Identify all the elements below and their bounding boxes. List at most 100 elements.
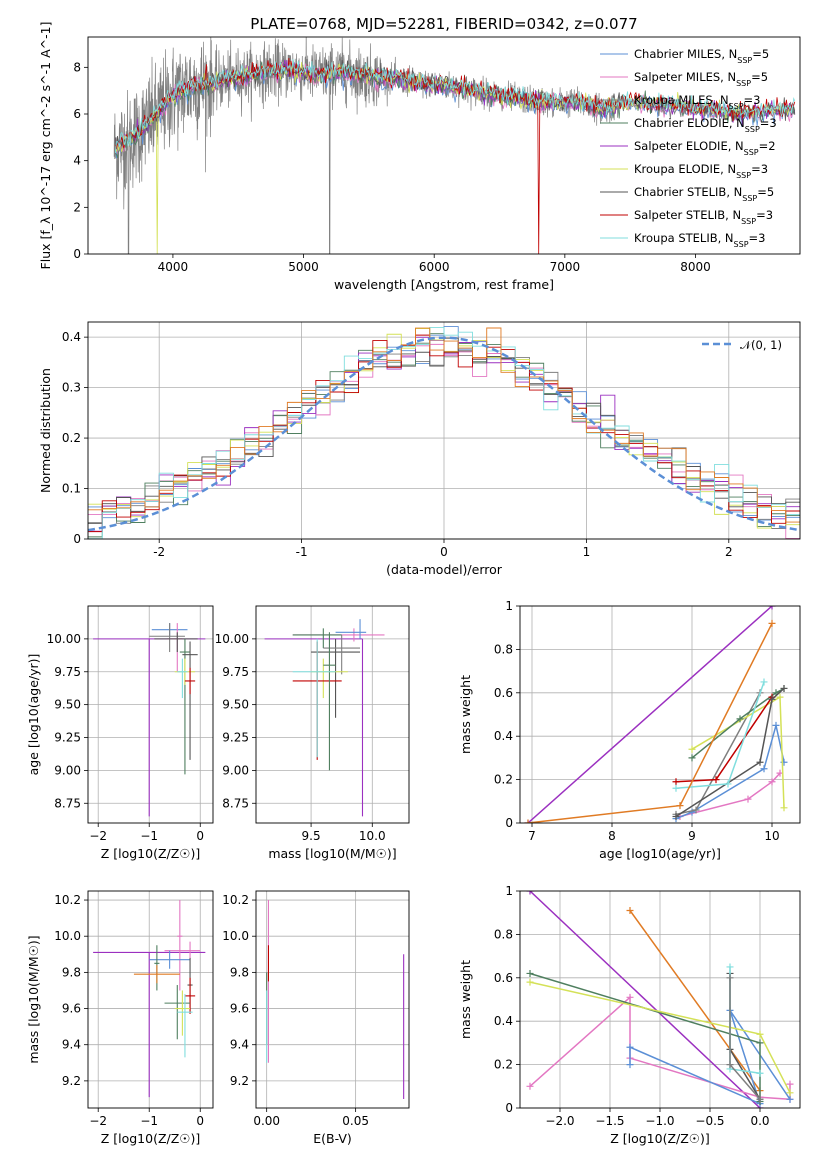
x-tick-label: −1.5 <box>595 1114 624 1128</box>
y-tick-label: 0.8 <box>494 927 513 941</box>
series-line <box>675 687 785 818</box>
data-point <box>756 1069 764 1077</box>
x-axis-label: mass [log10(M/M☉)] <box>268 846 396 861</box>
x-axis-label: Z [log10(Z/Z☉)] <box>610 1131 710 1146</box>
x-tick-label: 0 <box>196 1114 204 1128</box>
data-point <box>726 974 734 982</box>
y-axis-label: mass [log10(M/M☉)] <box>26 935 41 1063</box>
data-point <box>786 1089 794 1097</box>
y-tick-label: 1 <box>505 599 513 613</box>
data-point <box>724 780 732 788</box>
x-axis-label: Z [log10(Z/Z☉)] <box>101 846 201 861</box>
y-tick-label: 10.00 <box>47 632 81 646</box>
y-tick-label: 9.6 <box>62 1002 81 1016</box>
data-point <box>726 1061 734 1069</box>
data-point <box>756 758 764 766</box>
legend-entry: Chabrier ELODIE, NSSP=3 <box>634 116 777 134</box>
y-tick-label: 10.0 <box>54 929 81 943</box>
plot-area <box>266 900 405 1099</box>
chart-age-vs-mass: 9.5 10.0 8.75 9.00 9.25 9.50 9.75 10.00 mass [lo… <box>215 605 410 861</box>
axes-frame <box>255 605 410 824</box>
x-tick-label: 0 <box>440 545 448 559</box>
legend-entry: Salpeter ELODIE, NSSP=2 <box>634 139 776 157</box>
y-tick-label: 10.0 <box>222 929 249 943</box>
x-tick-label: 8000 <box>680 260 711 274</box>
y-tick-label: 0.3 <box>62 381 81 395</box>
plot-area <box>93 900 206 1098</box>
x-tick-label: 0 <box>196 829 204 843</box>
y-tick-label: 9.2 <box>230 1074 249 1088</box>
axes-frame <box>87 36 801 255</box>
x-tick-label: 4000 <box>158 260 189 274</box>
y-tick-label: 9.25 <box>222 731 249 745</box>
x-axis-label: age [log10(age/yr)] <box>599 846 721 861</box>
legend-entry: Salpeter MILES, NSSP=5 <box>634 70 768 88</box>
x-tick-label: 0.00 <box>253 1114 280 1128</box>
x-tick-label: 9 <box>688 829 696 843</box>
y-tick-label: 9.4 <box>62 1038 81 1052</box>
data-point <box>526 1082 534 1090</box>
y-tick-label: 9.2 <box>62 1074 81 1088</box>
plot-area <box>88 326 800 539</box>
x-tick-label: 7 <box>528 829 536 843</box>
data-point <box>676 802 684 810</box>
legend-entry: Kroupa STELIB, NSSP=3 <box>634 231 765 249</box>
axes-frame <box>519 605 801 824</box>
x-tick-label: 2 <box>725 545 733 559</box>
data-point <box>768 778 776 786</box>
data-point <box>526 891 534 895</box>
y-tick-label: 9.50 <box>54 698 81 712</box>
data-point <box>760 765 768 773</box>
data-point <box>756 1030 764 1038</box>
y-axis-label: mass weight <box>458 960 473 1039</box>
data-point <box>780 804 788 812</box>
data-point <box>626 1061 634 1069</box>
y-tick-label: 0.1 <box>62 482 81 496</box>
y-tick-label: 1 <box>505 884 513 898</box>
axes-frame <box>87 321 801 540</box>
data-point <box>756 1095 764 1103</box>
y-tick-label: 8.75 <box>222 796 249 810</box>
x-tick-label: 1 <box>583 545 591 559</box>
data-point <box>626 907 634 915</box>
histogram-steps <box>88 327 800 539</box>
data-point <box>672 778 680 786</box>
y-tick-label: 0.4 <box>62 330 81 344</box>
x-tick-label: −0.5 <box>695 1114 724 1128</box>
chart-weight-vs-age: 7 8 9 10 0 0.2 0.4 0.6 0.8 1 age [log10(age/yr)] ma… <box>458 599 801 861</box>
y-tick-label: 0 <box>73 532 81 546</box>
x-axis-label: E(B-V) <box>313 1131 352 1146</box>
series-line <box>729 973 761 1100</box>
axes-frame <box>87 890 214 1109</box>
chart-residuals: -2 -1 0 1 2 0 0.1 0.2 0.3 0.4 (data-model)/error No… <box>38 321 801 577</box>
x-tick-label: 6000 <box>419 260 450 274</box>
y-tick-label: 9.6 <box>230 1002 249 1016</box>
data-point <box>786 1095 794 1103</box>
data-point <box>688 745 696 753</box>
y-tick-label: 0.2 <box>494 1058 513 1072</box>
y-tick-label: 10.2 <box>54 893 81 907</box>
plot-area <box>524 606 788 823</box>
legend-entry: 𝒩(0, 1) <box>740 338 782 352</box>
x-tick-label: −1 <box>140 829 158 843</box>
normal-curve <box>88 336 798 532</box>
data-point <box>672 812 680 820</box>
x-tick-label: −2 <box>89 829 107 843</box>
plot-area <box>93 623 206 817</box>
data-point <box>688 808 696 816</box>
y-tick-label: 10.2 <box>222 893 249 907</box>
data-point <box>688 754 696 762</box>
data-point <box>786 1080 794 1088</box>
data-point <box>712 776 720 784</box>
x-tick-label: -1 <box>296 545 308 559</box>
series-line <box>529 972 761 1102</box>
x-tick-label: −1.0 <box>645 1114 674 1128</box>
data-point <box>756 1039 764 1047</box>
model-spectrum <box>115 59 796 154</box>
plot-area <box>264 619 385 817</box>
data-point <box>726 963 734 971</box>
y-tick-label: 8 <box>73 60 81 74</box>
data-point <box>526 969 534 977</box>
data-point <box>768 606 776 610</box>
data-point <box>524 819 532 823</box>
